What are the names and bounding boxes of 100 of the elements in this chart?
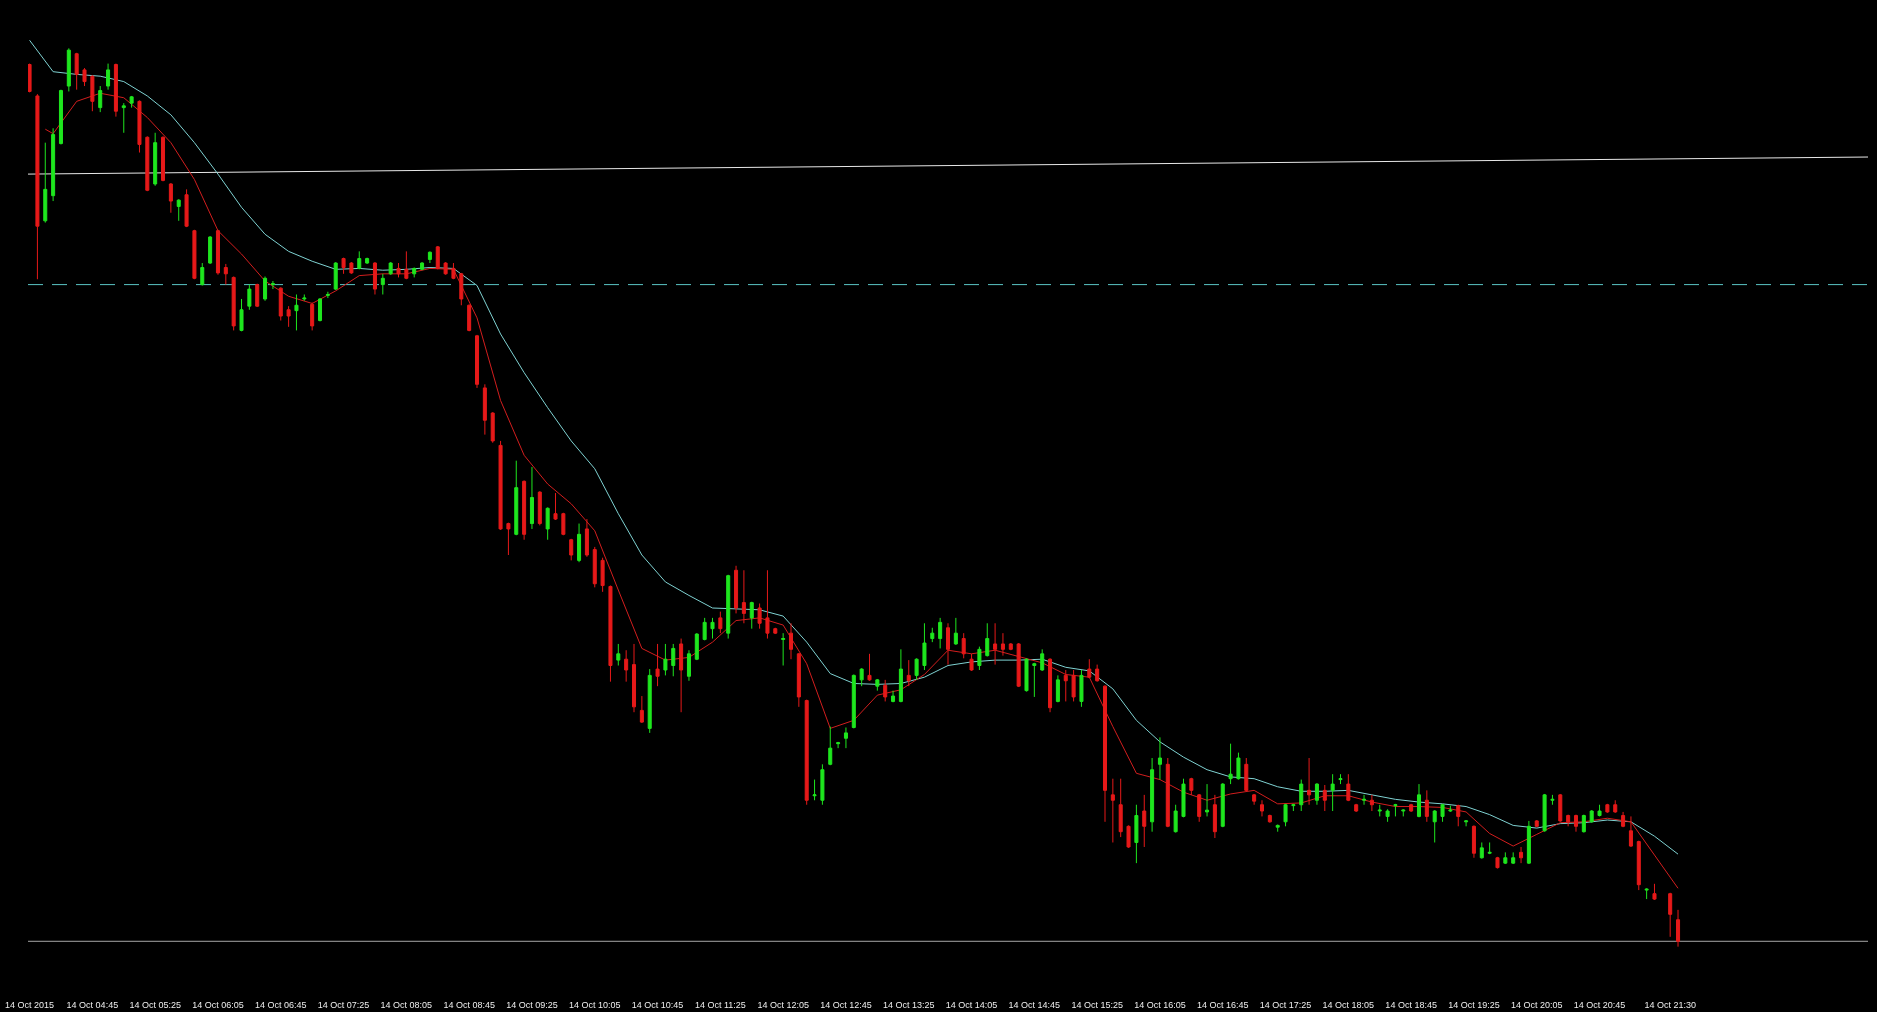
- candlestick: [1409, 803, 1414, 813]
- candlestick: [1330, 773, 1335, 812]
- candlestick: [906, 659, 911, 687]
- candlestick: [577, 523, 582, 563]
- candlestick: [734, 565, 739, 614]
- candlestick: [43, 142, 48, 224]
- candlestick: [1252, 793, 1257, 806]
- candlestick: [1471, 824, 1476, 859]
- candlestick: [1636, 840, 1641, 891]
- candlestick: [98, 85, 103, 113]
- candlestick: [443, 261, 448, 276]
- candlestick: [1385, 808, 1390, 823]
- candlestick: [741, 569, 746, 624]
- candlestick: [1519, 846, 1524, 864]
- candlestick: [545, 506, 550, 541]
- candlestick: [1495, 856, 1500, 870]
- candlestick: [1197, 793, 1202, 823]
- candlestick: [945, 622, 951, 666]
- candlestick: [215, 229, 220, 276]
- candlestick: [121, 102, 126, 134]
- candlestick: [1079, 669, 1084, 708]
- candlestick: [74, 52, 79, 91]
- candlestick: [639, 695, 644, 724]
- x-tick-label: 14 Oct 05:25: [129, 1000, 181, 1010]
- candlestick: [66, 47, 71, 92]
- x-tick-label: 14 Oct 15:25: [1071, 1000, 1123, 1010]
- candlestick: [1377, 804, 1382, 817]
- candlestick: [1613, 799, 1618, 814]
- candlestick: [1236, 752, 1241, 781]
- candlestick: [475, 334, 480, 389]
- candlestick: [914, 657, 919, 681]
- candlestick: [208, 235, 213, 265]
- candlestick: [333, 261, 338, 291]
- candlestick: [679, 638, 684, 713]
- candlestick: [325, 291, 330, 299]
- candlestick: [435, 245, 440, 270]
- candlestick: [1605, 803, 1610, 814]
- candlestick: [1589, 809, 1594, 824]
- candlestick: [1338, 773, 1343, 785]
- candlestick: [1110, 778, 1115, 843]
- x-tick-label: 14 Oct 2015: [5, 1000, 55, 1010]
- candlestick: [1134, 804, 1139, 864]
- candlestick: [223, 263, 228, 286]
- candlestick: [1456, 804, 1461, 827]
- candlestick: [90, 74, 95, 112]
- candlestick: [28, 63, 32, 93]
- candlestick: [616, 643, 621, 666]
- candlestick: [647, 668, 652, 734]
- candlestick: [1676, 909, 1681, 948]
- candlestick: [1534, 819, 1539, 828]
- candlestick: [1628, 815, 1633, 848]
- candlestick: [365, 257, 370, 264]
- candlestick: [490, 411, 495, 444]
- candlestick: [372, 261, 377, 295]
- candlestick: [467, 303, 472, 332]
- candlestick: [1503, 851, 1508, 865]
- candlestick: [231, 276, 236, 331]
- x-tick-label: 14 Oct 18:45: [1385, 1000, 1437, 1010]
- candlestick: [451, 262, 456, 280]
- candlestick: [1307, 757, 1312, 806]
- candlestick: [1087, 658, 1092, 679]
- candlestick: [200, 262, 205, 286]
- candlestick: [671, 643, 676, 677]
- x-tick-label: 14 Oct 07:25: [317, 1000, 370, 1010]
- candlestick: [1016, 642, 1021, 688]
- candlestick: [1322, 784, 1327, 812]
- candlestick: [694, 632, 699, 661]
- candlestick: [859, 667, 864, 687]
- candlestick: [522, 479, 527, 541]
- candlestick: [176, 198, 181, 222]
- candlestick: [765, 569, 770, 640]
- candlestick: [953, 617, 958, 646]
- candlestick: [1401, 808, 1406, 817]
- candlestick: [1354, 803, 1359, 813]
- candlestick: [529, 466, 534, 530]
- candlestick: [1267, 814, 1272, 824]
- candlestick: [875, 678, 880, 692]
- candlestick: [239, 298, 244, 332]
- candlestick: [184, 188, 189, 228]
- candlestick: [1542, 793, 1547, 833]
- candlestick: [1165, 757, 1170, 828]
- candlestick: [482, 383, 487, 436]
- x-tick-label: 14 Oct 21:30: [1644, 1000, 1696, 1010]
- x-tick-label: 14 Oct 14:05: [945, 1000, 998, 1010]
- candlestick: [420, 261, 425, 271]
- candlestick: [1032, 662, 1037, 698]
- candlestick: [1157, 736, 1162, 781]
- candlestick: [969, 653, 974, 672]
- candlestick: [396, 262, 401, 278]
- candlestick: [1424, 789, 1429, 823]
- candlestick: [592, 546, 597, 588]
- candlestick: [1008, 642, 1013, 651]
- candlestick: [985, 622, 990, 658]
- candlestick: [51, 127, 56, 202]
- candlestick: [1479, 841, 1484, 860]
- candlestick: [1362, 794, 1367, 806]
- candlestick: [1244, 757, 1249, 792]
- candlestick: [270, 280, 275, 290]
- candlestick: [1487, 841, 1492, 855]
- x-tick-label: 14 Oct 12:45: [820, 1000, 872, 1010]
